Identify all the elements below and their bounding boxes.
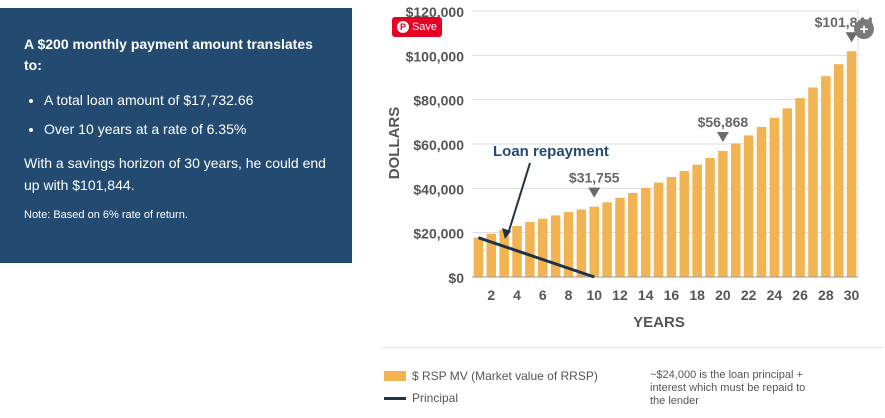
bar <box>628 192 638 277</box>
legend-label-principal: Principal <box>412 391 459 405</box>
bar <box>602 202 612 277</box>
bar <box>473 237 484 277</box>
bar <box>550 215 561 277</box>
info-heading: A $200 monthly payment amount translates… <box>24 36 313 73</box>
y-tick-label: $20,000 <box>413 226 464 242</box>
info-note: Note: Based on 6% rate of return. <box>24 209 188 221</box>
x-axis-title: YEARS <box>633 314 685 331</box>
bar <box>615 197 625 277</box>
bar <box>846 51 857 277</box>
pinterest-save-label: Save <box>411 21 438 33</box>
bar <box>718 150 728 277</box>
callout-marker <box>845 32 858 43</box>
x-tick-label: 14 <box>638 287 654 303</box>
y-tick-label: $120,000 <box>406 4 465 20</box>
x-tick-label: 8 <box>565 287 573 303</box>
legend-item-rsp: $ RSP MV (Market value of RRSP) <box>384 369 598 383</box>
x-tick-label: 6 <box>539 287 547 303</box>
bar <box>756 126 767 277</box>
y-tick-label: $40,000 <box>413 181 464 197</box>
bar <box>782 108 792 277</box>
bar <box>679 171 690 277</box>
annotation-arrow-head <box>502 228 511 239</box>
legend-swatch-bar <box>384 371 406 381</box>
bar <box>821 76 831 277</box>
bar <box>731 143 741 277</box>
y-axis-title: DOLLARS <box>386 107 403 180</box>
x-tick-label: 10 <box>586 287 602 303</box>
zoom-plus-icon[interactable]: + <box>854 19 874 39</box>
legend-item-principal: Principal <box>384 391 458 405</box>
x-tick-label: 28 <box>818 287 834 303</box>
loan-info-panel: A $200 monthly payment amount translates… <box>0 8 352 263</box>
y-tick-label: $100,000 <box>406 48 465 64</box>
bar <box>795 98 805 278</box>
bar <box>499 229 509 277</box>
y-tick-label: $60,000 <box>413 137 464 153</box>
y-tick-label: $0 <box>448 270 464 286</box>
x-tick-label: 20 <box>715 287 731 303</box>
legend-label-rsp: $ RSP MV (Market value of RRSP) <box>412 369 598 383</box>
bar <box>486 233 497 277</box>
bar <box>743 135 754 277</box>
bar <box>833 64 844 277</box>
legend-swatch-line <box>384 396 406 400</box>
bar <box>666 177 677 277</box>
x-tick-label: 16 <box>664 287 680 303</box>
bar <box>769 117 780 278</box>
x-tick-label: 18 <box>689 287 705 303</box>
legend-note: ~$24,000 is the loan principal + interes… <box>650 369 806 407</box>
info-bullet-loan-amount: A total loan amount of $17,732.66 <box>44 92 328 109</box>
callout-label: $56,868 <box>698 114 749 130</box>
legend-divider <box>382 347 884 348</box>
principal-line <box>477 236 595 279</box>
pinterest-icon: P <box>396 21 409 33</box>
bar <box>692 164 702 277</box>
y-tick-label: $80,000 <box>413 93 464 109</box>
loan-repayment-annotation: Loan repayment <box>493 143 609 160</box>
info-bullet-term-rate: Over 10 years at a rate of 6.35% <box>44 121 328 138</box>
bar <box>525 222 535 277</box>
x-tick-label: 4 <box>513 287 521 303</box>
x-tick-label: 2 <box>487 287 495 303</box>
callout-marker <box>588 187 601 198</box>
callout-label: $31,755 <box>569 170 620 186</box>
callout-marker <box>716 131 729 142</box>
bar <box>576 209 587 277</box>
info-summary: With a savings horizon of 30 years, he c… <box>24 155 326 193</box>
x-tick-label: 22 <box>741 287 757 303</box>
bar <box>808 87 818 277</box>
bar <box>705 157 715 277</box>
x-tick-label: 26 <box>792 287 808 303</box>
annotation-arrow-shaft <box>507 162 531 235</box>
info-bullet-list: A total loan amount of $17,732.66 Over 1… <box>24 92 328 138</box>
bar <box>589 206 599 277</box>
bar <box>653 182 664 277</box>
pinterest-save-button[interactable]: P Save <box>392 17 442 37</box>
x-tick-label: 12 <box>612 287 628 303</box>
bar <box>640 187 651 277</box>
x-tick-label: 24 <box>767 287 783 303</box>
bar <box>538 218 548 277</box>
x-tick-label: 30 <box>844 287 860 303</box>
bar <box>563 212 574 277</box>
